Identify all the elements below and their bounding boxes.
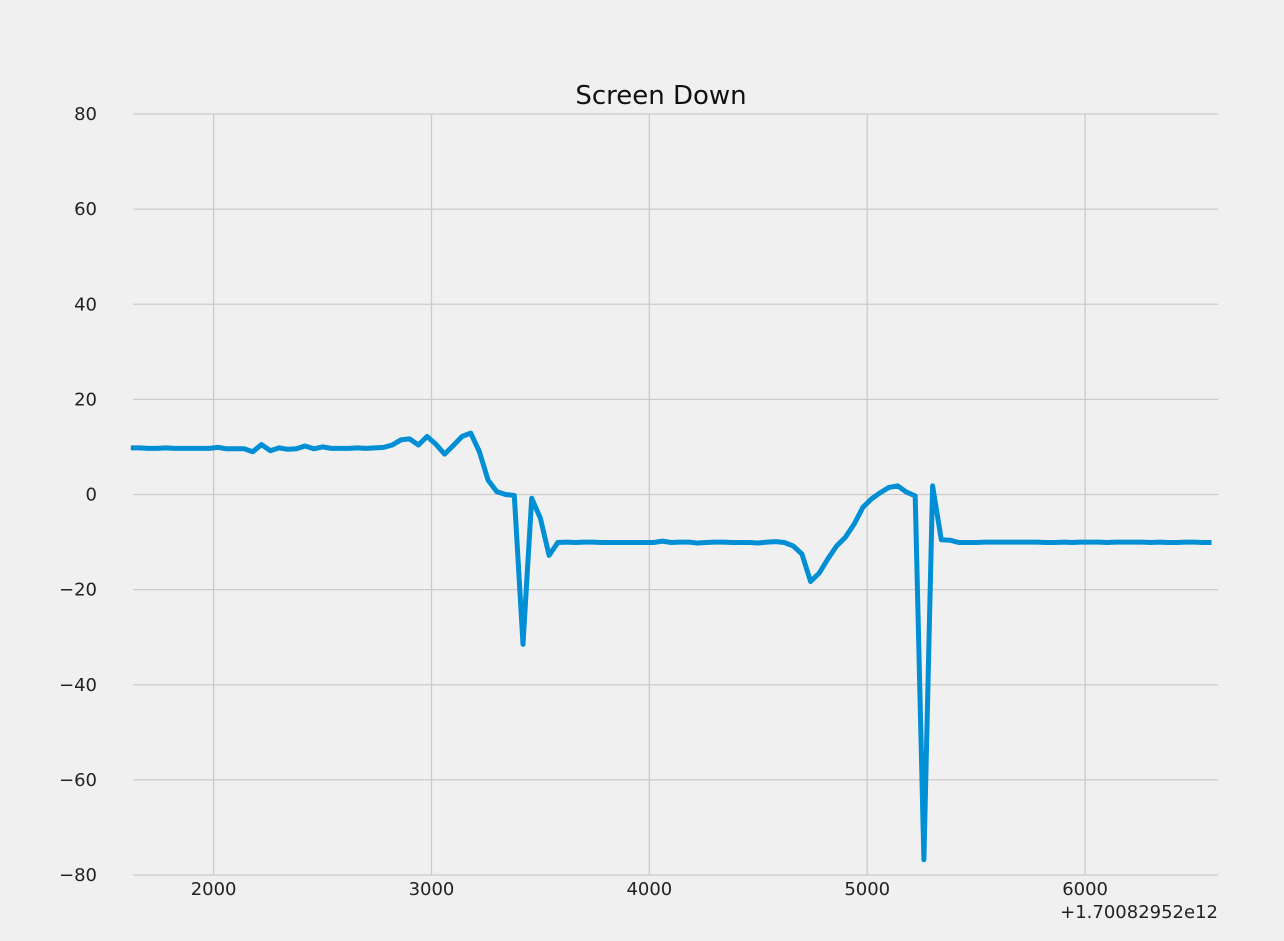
x-tick-label: 2000 xyxy=(191,879,237,900)
x-tick-label: 4000 xyxy=(626,879,672,900)
chart-title: Screen Down xyxy=(575,81,746,111)
x-tick-label: 6000 xyxy=(1062,879,1108,900)
y-tick-label: 80 xyxy=(74,104,97,125)
y-tick-label: 20 xyxy=(74,389,97,410)
series-layer xyxy=(130,430,1212,863)
y-tick-label: −20 xyxy=(59,580,97,601)
y-tick-label: −80 xyxy=(59,865,97,886)
grid xyxy=(133,113,1218,876)
tick-labels: −80 −60 −40 −20 0 20 40 60 80 2000 3000 4000 5000 600… xyxy=(59,104,1108,900)
y-tick-label: 40 xyxy=(74,294,97,315)
x-axis-offset-label: +1.70082952e12 xyxy=(1060,902,1218,923)
y-tick-label: −60 xyxy=(59,770,97,791)
series-line-0 xyxy=(130,430,1212,863)
x-tick-label: 5000 xyxy=(844,879,890,900)
y-tick-label: −40 xyxy=(59,675,97,696)
y-tick-label: 0 xyxy=(86,485,97,506)
y-tick-label: 60 xyxy=(74,199,97,220)
x-tick-label: 3000 xyxy=(409,879,455,900)
